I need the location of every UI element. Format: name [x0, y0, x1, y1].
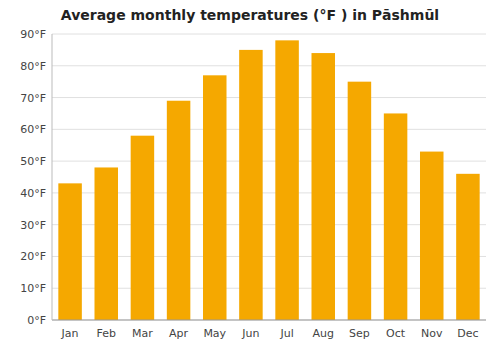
- x-tick-label: Jul: [279, 327, 293, 340]
- x-tick-label: Jun: [241, 327, 259, 340]
- x-tick-label: Mar: [132, 327, 153, 340]
- chart-svg: Average monthly temperatures (°F ) in Pā…: [0, 0, 500, 350]
- bar: [311, 53, 335, 320]
- grid: [52, 34, 486, 320]
- y-tick-label: 0°F: [27, 314, 46, 327]
- bars: [58, 40, 479, 320]
- x-tick-label: May: [203, 327, 226, 340]
- bar: [239, 50, 263, 320]
- x-tick-label: Aug: [313, 327, 334, 340]
- x-tick-label: Jan: [61, 327, 79, 340]
- y-tick-label: 20°F: [20, 250, 46, 263]
- x-tick-label: Dec: [457, 327, 478, 340]
- grid-line: [52, 320, 486, 321]
- bar: [94, 167, 118, 320]
- x-tick-label: Nov: [421, 327, 443, 340]
- chart-container: Average monthly temperatures (°F ) in Pā…: [0, 0, 500, 350]
- y-tick-label: 30°F: [20, 219, 46, 232]
- y-tick-label: 80°F: [20, 60, 46, 73]
- bar: [420, 152, 444, 320]
- grid-line: [52, 129, 486, 130]
- y-tick-label: 50°F: [20, 155, 46, 168]
- y-axis-line: [52, 34, 53, 320]
- grid-line: [52, 65, 486, 66]
- bar: [167, 101, 191, 320]
- bar: [456, 174, 480, 320]
- grid-line: [52, 97, 486, 98]
- y-tick-label: 10°F: [20, 282, 46, 295]
- bar: [58, 183, 82, 320]
- bar: [275, 40, 299, 320]
- bar: [131, 136, 155, 320]
- x-tick-label: Sep: [349, 327, 370, 340]
- x-tick-label: Oct: [386, 327, 406, 340]
- x-tick-label: Apr: [169, 327, 189, 340]
- y-tick-label: 90°F: [20, 28, 46, 41]
- bar: [384, 113, 408, 320]
- y-tick-label: 40°F: [20, 187, 46, 200]
- y-tick-label: 70°F: [20, 92, 46, 105]
- chart-title: Average monthly temperatures (°F ) in Pā…: [61, 7, 439, 23]
- x-axis-line: [52, 320, 486, 321]
- bar: [348, 82, 372, 320]
- y-tick-label: 60°F: [20, 123, 46, 136]
- grid-line: [52, 34, 486, 35]
- x-tick-label: Feb: [97, 327, 116, 340]
- bar: [203, 75, 227, 320]
